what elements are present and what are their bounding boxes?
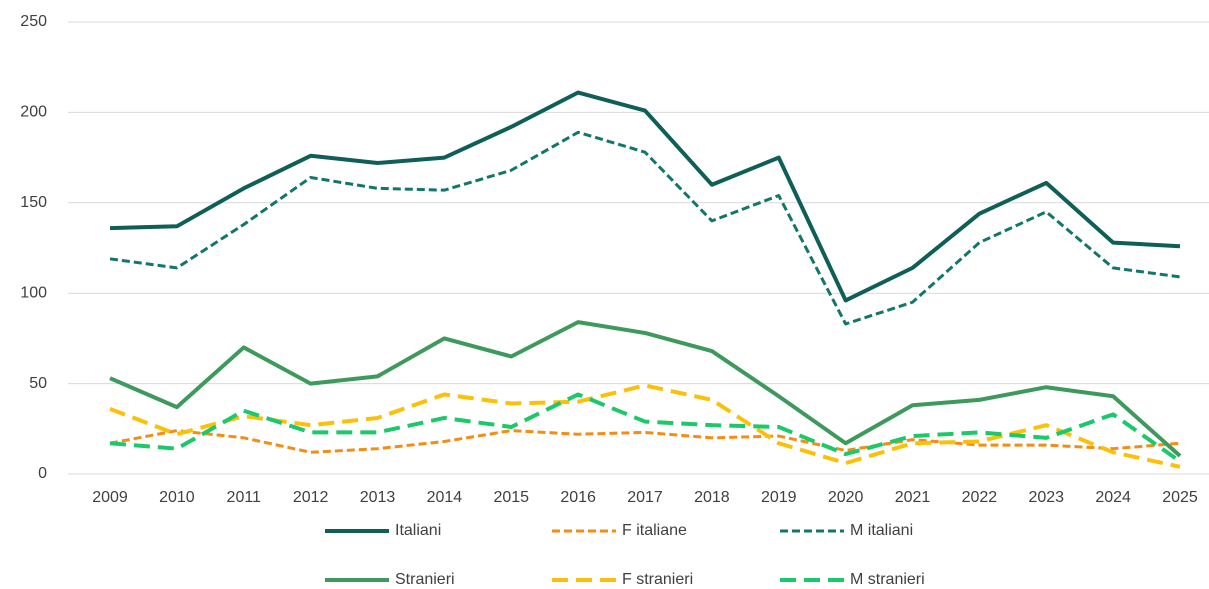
x-tick-label: 2018 [694, 489, 730, 506]
data-line [109, 392, 1182, 463]
y-tick-label: 0 [38, 465, 47, 482]
x-tick-label: 2011 [227, 489, 262, 506]
x-tick-label: 2016 [560, 489, 596, 506]
x-tick-label: 2021 [895, 489, 931, 506]
x-tick-label: 2017 [627, 489, 663, 506]
y-tick-label: 150 [20, 194, 47, 211]
x-tick-label: 2010 [159, 489, 195, 506]
x-tick-label: 2022 [962, 489, 998, 506]
legend-label: M stranieri [850, 571, 925, 588]
x-tick-label: 2015 [493, 489, 529, 506]
data-line [109, 320, 1182, 458]
legend-label: Italiani [395, 522, 441, 539]
x-tick-label: 2025 [1162, 489, 1198, 506]
x-tick-label: 2019 [761, 489, 797, 506]
data-line [109, 130, 1181, 326]
x-tick-label: 2009 [92, 489, 128, 506]
y-tick-label: 200 [20, 104, 47, 121]
legend-label: F italiane [622, 522, 687, 539]
legend-label: F stranieri [622, 571, 693, 588]
data-line [109, 429, 1181, 454]
y-tick-label: 50 [29, 375, 47, 392]
data-line [109, 90, 1181, 303]
legend-label: M italiani [850, 522, 913, 539]
legend-label: Stranieri [395, 571, 455, 588]
x-tick-label: 2020 [828, 489, 864, 506]
x-tick-label: 2012 [293, 489, 329, 506]
data-line [109, 383, 1181, 469]
x-tick-label: 2024 [1095, 489, 1131, 506]
x-tick-label: 2014 [427, 489, 463, 506]
y-tick-label: 100 [20, 284, 47, 301]
x-tick-label: 2023 [1028, 489, 1064, 506]
y-tick-label: 250 [20, 13, 47, 30]
x-tick-label: 2013 [360, 489, 396, 506]
